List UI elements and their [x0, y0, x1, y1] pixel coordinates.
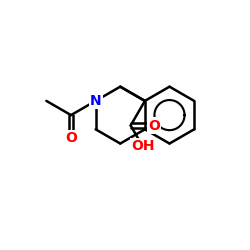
- Text: N: N: [90, 94, 102, 108]
- Text: O: O: [65, 132, 77, 145]
- Text: OH: OH: [131, 140, 154, 153]
- Text: O: O: [148, 118, 160, 132]
